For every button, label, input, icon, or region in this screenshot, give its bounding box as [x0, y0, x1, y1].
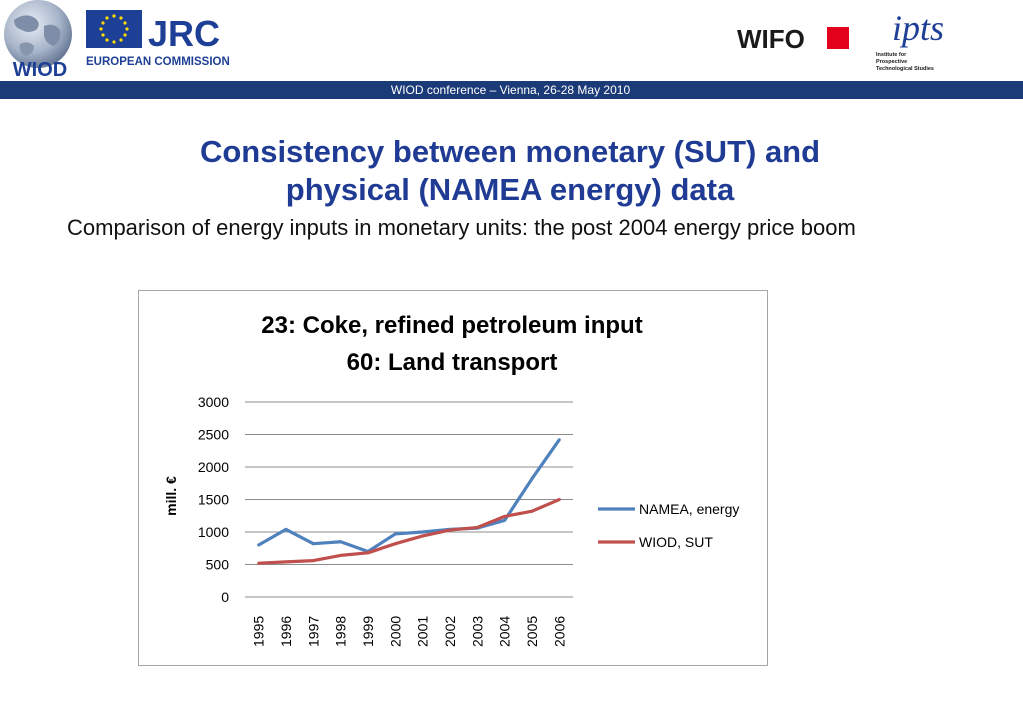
jrc-logo-subtext: EUROPEAN COMMISSION — [86, 56, 230, 68]
x-tick-label: 1998 — [333, 616, 349, 647]
data-point — [284, 560, 288, 564]
x-axis-ticks: 1995 1996 1997 1998 1999 2000 2001 2002 2003 2004… — [251, 616, 568, 647]
y-axis-ticks: 0 500 1000 1500 2000 2500 3000 — [198, 394, 229, 605]
slide-title: Consistency between monetary (SUT) and p… — [100, 133, 920, 209]
data-point — [311, 542, 315, 546]
slide-title-line-1: Consistency between monetary (SUT) and — [199, 134, 821, 169]
slide-title-line-2: physical (NAMEA energy) data — [285, 172, 735, 207]
wifo-square-icon — [827, 27, 849, 49]
x-tick-label: 1996 — [278, 616, 294, 647]
chart-gridlines — [245, 401, 573, 598]
x-tick-label: 1995 — [251, 616, 267, 647]
x-tick-label: 2001 — [415, 616, 431, 647]
data-point — [393, 532, 397, 536]
x-tick-label: 2005 — [524, 616, 540, 647]
ipts-logo: ipts Institute for Prospective Technolog… — [876, 8, 944, 72]
x-tick-label: 2002 — [442, 616, 458, 647]
data-point — [557, 438, 561, 442]
data-point — [530, 477, 534, 481]
y-tick-label: 500 — [206, 557, 230, 573]
x-tick-label: 1997 — [305, 616, 321, 647]
chart-series — [257, 438, 561, 565]
wiod-logo: WIOD — [0, 0, 80, 80]
data-point — [339, 540, 343, 544]
data-point — [557, 498, 561, 501]
y-tick-label: 2000 — [198, 459, 229, 475]
y-tick-label: 1500 — [198, 492, 229, 508]
data-point — [448, 528, 452, 532]
x-tick-label: 2000 — [387, 616, 403, 647]
chart-legend: NAMEA, energy WIOD, SUT — [598, 501, 739, 550]
series-line-2 — [258, 498, 560, 565]
data-point — [393, 542, 397, 546]
wifo-logo-text: WIFO — [737, 24, 805, 54]
slide-subtitle: Comparison of energy inputs in monetary … — [67, 215, 856, 240]
x-tick-label: 2004 — [497, 616, 513, 647]
chart-title-line-1: 23: Coke, refined petroleum input — [261, 312, 642, 339]
y-tick-label: 1000 — [198, 524, 229, 540]
jrc-logo-text: JRC — [148, 13, 220, 54]
data-point — [257, 543, 261, 547]
data-point — [530, 509, 534, 513]
wifo-logo: WIFO — [737, 24, 849, 54]
ipts-logo-text: ipts — [892, 8, 944, 48]
data-point — [284, 527, 288, 531]
x-tick-label: 2006 — [551, 616, 567, 647]
line-chart: 23: Coke, refined petroleum input 60: La… — [163, 312, 739, 647]
wiod-logo-text: WIOD — [13, 59, 67, 80]
data-point — [503, 514, 507, 518]
data-point — [311, 559, 315, 563]
data-point — [366, 551, 370, 555]
y-axis-label: mill. € — [163, 476, 179, 516]
ipts-logo-sub-3: Technological Studies — [876, 66, 934, 72]
ipts-logo-sub-2: Prospective — [876, 59, 907, 65]
conference-text: WIOD conference – Vienna, 26-28 May 2010 — [390, 83, 631, 97]
conference-bar: WIOD conference – Vienna, 26-28 May 2010 — [0, 81, 1023, 99]
x-tick-label: 2003 — [469, 616, 485, 647]
y-tick-label: 0 — [221, 589, 229, 605]
series-line-1 — [257, 438, 561, 554]
chart-title-line-2: 60: Land transport — [347, 349, 558, 376]
x-tick-label: 1999 — [360, 616, 376, 647]
y-tick-label: 2500 — [198, 427, 229, 443]
data-point — [503, 518, 507, 522]
y-tick-label: 3000 — [198, 394, 229, 410]
jrc-logo: JRC EUROPEAN COMMISSION — [86, 10, 230, 68]
data-point — [257, 561, 261, 565]
legend-label-2: WIOD, SUT — [639, 534, 713, 550]
legend-label-1: NAMEA, energy — [639, 501, 739, 517]
data-point — [421, 530, 425, 534]
data-point — [339, 553, 343, 557]
ipts-logo-sub-1: Institute for — [876, 52, 907, 58]
header: WIOD JRC EUROPEAN COMMISSION WIFO ipts I… — [0, 0, 1023, 80]
data-point — [421, 534, 425, 538]
chart-container: 23: Coke, refined petroleum input 60: La… — [138, 290, 768, 666]
data-point — [475, 525, 479, 529]
